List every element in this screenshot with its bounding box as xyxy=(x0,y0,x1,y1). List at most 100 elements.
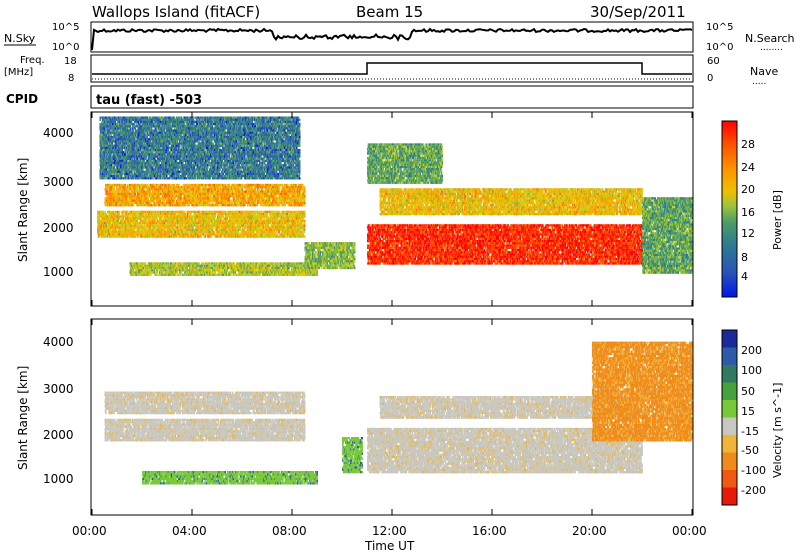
power-cell xyxy=(322,251,324,254)
power-cell xyxy=(318,260,320,263)
power-cell xyxy=(138,269,141,272)
power-cell xyxy=(343,264,346,267)
power-cell xyxy=(257,264,260,267)
power-cell xyxy=(338,251,341,254)
power-cell xyxy=(200,264,202,267)
power-cell xyxy=(210,264,212,267)
power-cell xyxy=(323,246,326,249)
power-cell xyxy=(312,260,315,263)
power-cell xyxy=(287,266,289,270)
power-cell xyxy=(127,210,129,213)
power-cell xyxy=(130,222,132,225)
power-cell xyxy=(197,269,199,272)
power-cell xyxy=(307,257,309,261)
power-cell xyxy=(313,242,316,245)
power-cell xyxy=(109,228,112,231)
power-cell xyxy=(115,231,117,234)
power-cell xyxy=(194,266,197,270)
power-cell xyxy=(170,273,172,276)
power-cell xyxy=(316,242,318,245)
power-cell xyxy=(200,271,203,274)
power-cell xyxy=(241,269,243,272)
power-cell xyxy=(192,226,194,229)
power-cell xyxy=(267,224,270,227)
power-cell xyxy=(117,215,120,218)
power-cell xyxy=(105,233,108,236)
power-cell xyxy=(275,264,278,267)
nsearch-dots: ........ xyxy=(760,43,783,53)
power-cell xyxy=(333,242,335,245)
power-cell xyxy=(263,264,266,267)
power-cell xyxy=(348,251,350,254)
power-cell xyxy=(312,251,314,254)
power-cell xyxy=(244,224,247,227)
power-cell xyxy=(333,264,335,267)
freq-unit-label: [MHz] xyxy=(4,67,33,78)
power-cell xyxy=(334,266,337,270)
power-cell xyxy=(262,271,265,274)
power-cell xyxy=(115,233,117,236)
nave-label: Nave xyxy=(750,65,778,78)
power-cell xyxy=(155,215,158,218)
power-cell xyxy=(273,273,276,276)
power-cell xyxy=(115,210,117,213)
power-cell xyxy=(192,271,195,274)
power-cell xyxy=(271,215,273,218)
power-cell xyxy=(112,213,115,216)
power-cell xyxy=(222,219,225,222)
power-cell xyxy=(255,264,258,267)
power-cell xyxy=(255,269,257,272)
power-cell xyxy=(347,262,350,265)
power-cell xyxy=(335,260,337,263)
power-cell xyxy=(151,264,153,267)
power-cell xyxy=(222,273,225,276)
power-cell xyxy=(302,266,305,270)
power-cell xyxy=(297,231,299,234)
power-cell xyxy=(327,253,329,256)
power-cell xyxy=(263,231,266,234)
cpid-label: CPID xyxy=(6,92,38,106)
power-cell xyxy=(113,217,116,220)
power-cell xyxy=(118,224,120,227)
power-cell xyxy=(328,244,331,247)
power-cell xyxy=(263,217,265,220)
power-cell xyxy=(242,264,244,267)
power-cell xyxy=(218,264,221,267)
power-cell xyxy=(220,235,223,238)
power-cell xyxy=(323,253,326,256)
power-cell xyxy=(353,246,356,249)
power-cell xyxy=(149,262,152,265)
power-cell xyxy=(107,219,109,222)
power-cell xyxy=(307,262,309,265)
power-cell xyxy=(331,253,333,256)
power-cell xyxy=(97,222,100,225)
power-cell xyxy=(187,213,189,216)
power-cell xyxy=(350,249,353,252)
power-cell xyxy=(351,266,353,270)
power-cell xyxy=(142,224,144,227)
power-cell xyxy=(225,271,228,274)
power-cell xyxy=(162,273,164,276)
power-cell xyxy=(253,262,255,265)
power-cell xyxy=(219,269,222,272)
power-cell xyxy=(198,271,200,274)
power-cell xyxy=(128,213,130,216)
power-cell xyxy=(243,228,245,231)
power-cell xyxy=(240,271,243,274)
power-cell xyxy=(253,269,256,272)
power-cell xyxy=(243,235,246,238)
power-cell xyxy=(326,249,328,252)
power-cell xyxy=(294,222,297,225)
power-cell xyxy=(118,233,121,236)
power-cell xyxy=(204,233,207,236)
power-cell xyxy=(294,266,297,270)
power-cell xyxy=(168,266,171,270)
power-cell xyxy=(341,244,343,247)
power-cell xyxy=(107,222,109,225)
power-cell xyxy=(137,235,139,238)
power-cell xyxy=(320,266,323,270)
power-cell xyxy=(256,233,258,236)
power-cell xyxy=(160,262,162,265)
power-cell xyxy=(120,219,122,222)
power-cell xyxy=(145,228,148,231)
